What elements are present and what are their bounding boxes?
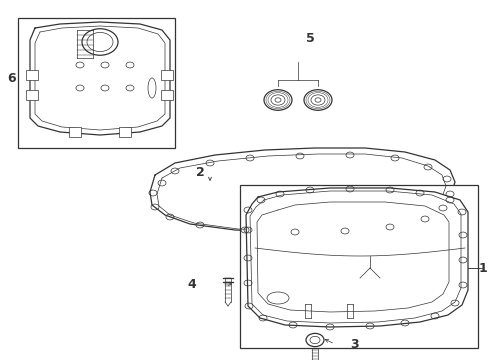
Bar: [26, 70, 38, 80]
Bar: [161, 70, 173, 80]
Bar: [69, 127, 81, 137]
Bar: [240, 185, 477, 348]
Polygon shape: [245, 188, 467, 327]
Text: 5: 5: [305, 31, 314, 45]
Bar: [119, 127, 131, 137]
Text: 2: 2: [195, 166, 204, 179]
Text: 6: 6: [8, 72, 16, 85]
Polygon shape: [150, 148, 454, 232]
Text: 4: 4: [187, 279, 196, 292]
Bar: [161, 90, 173, 100]
Bar: [18, 18, 175, 148]
Text: 3: 3: [350, 338, 359, 351]
Polygon shape: [30, 22, 170, 135]
Text: 1: 1: [478, 261, 487, 274]
Bar: [26, 90, 38, 100]
